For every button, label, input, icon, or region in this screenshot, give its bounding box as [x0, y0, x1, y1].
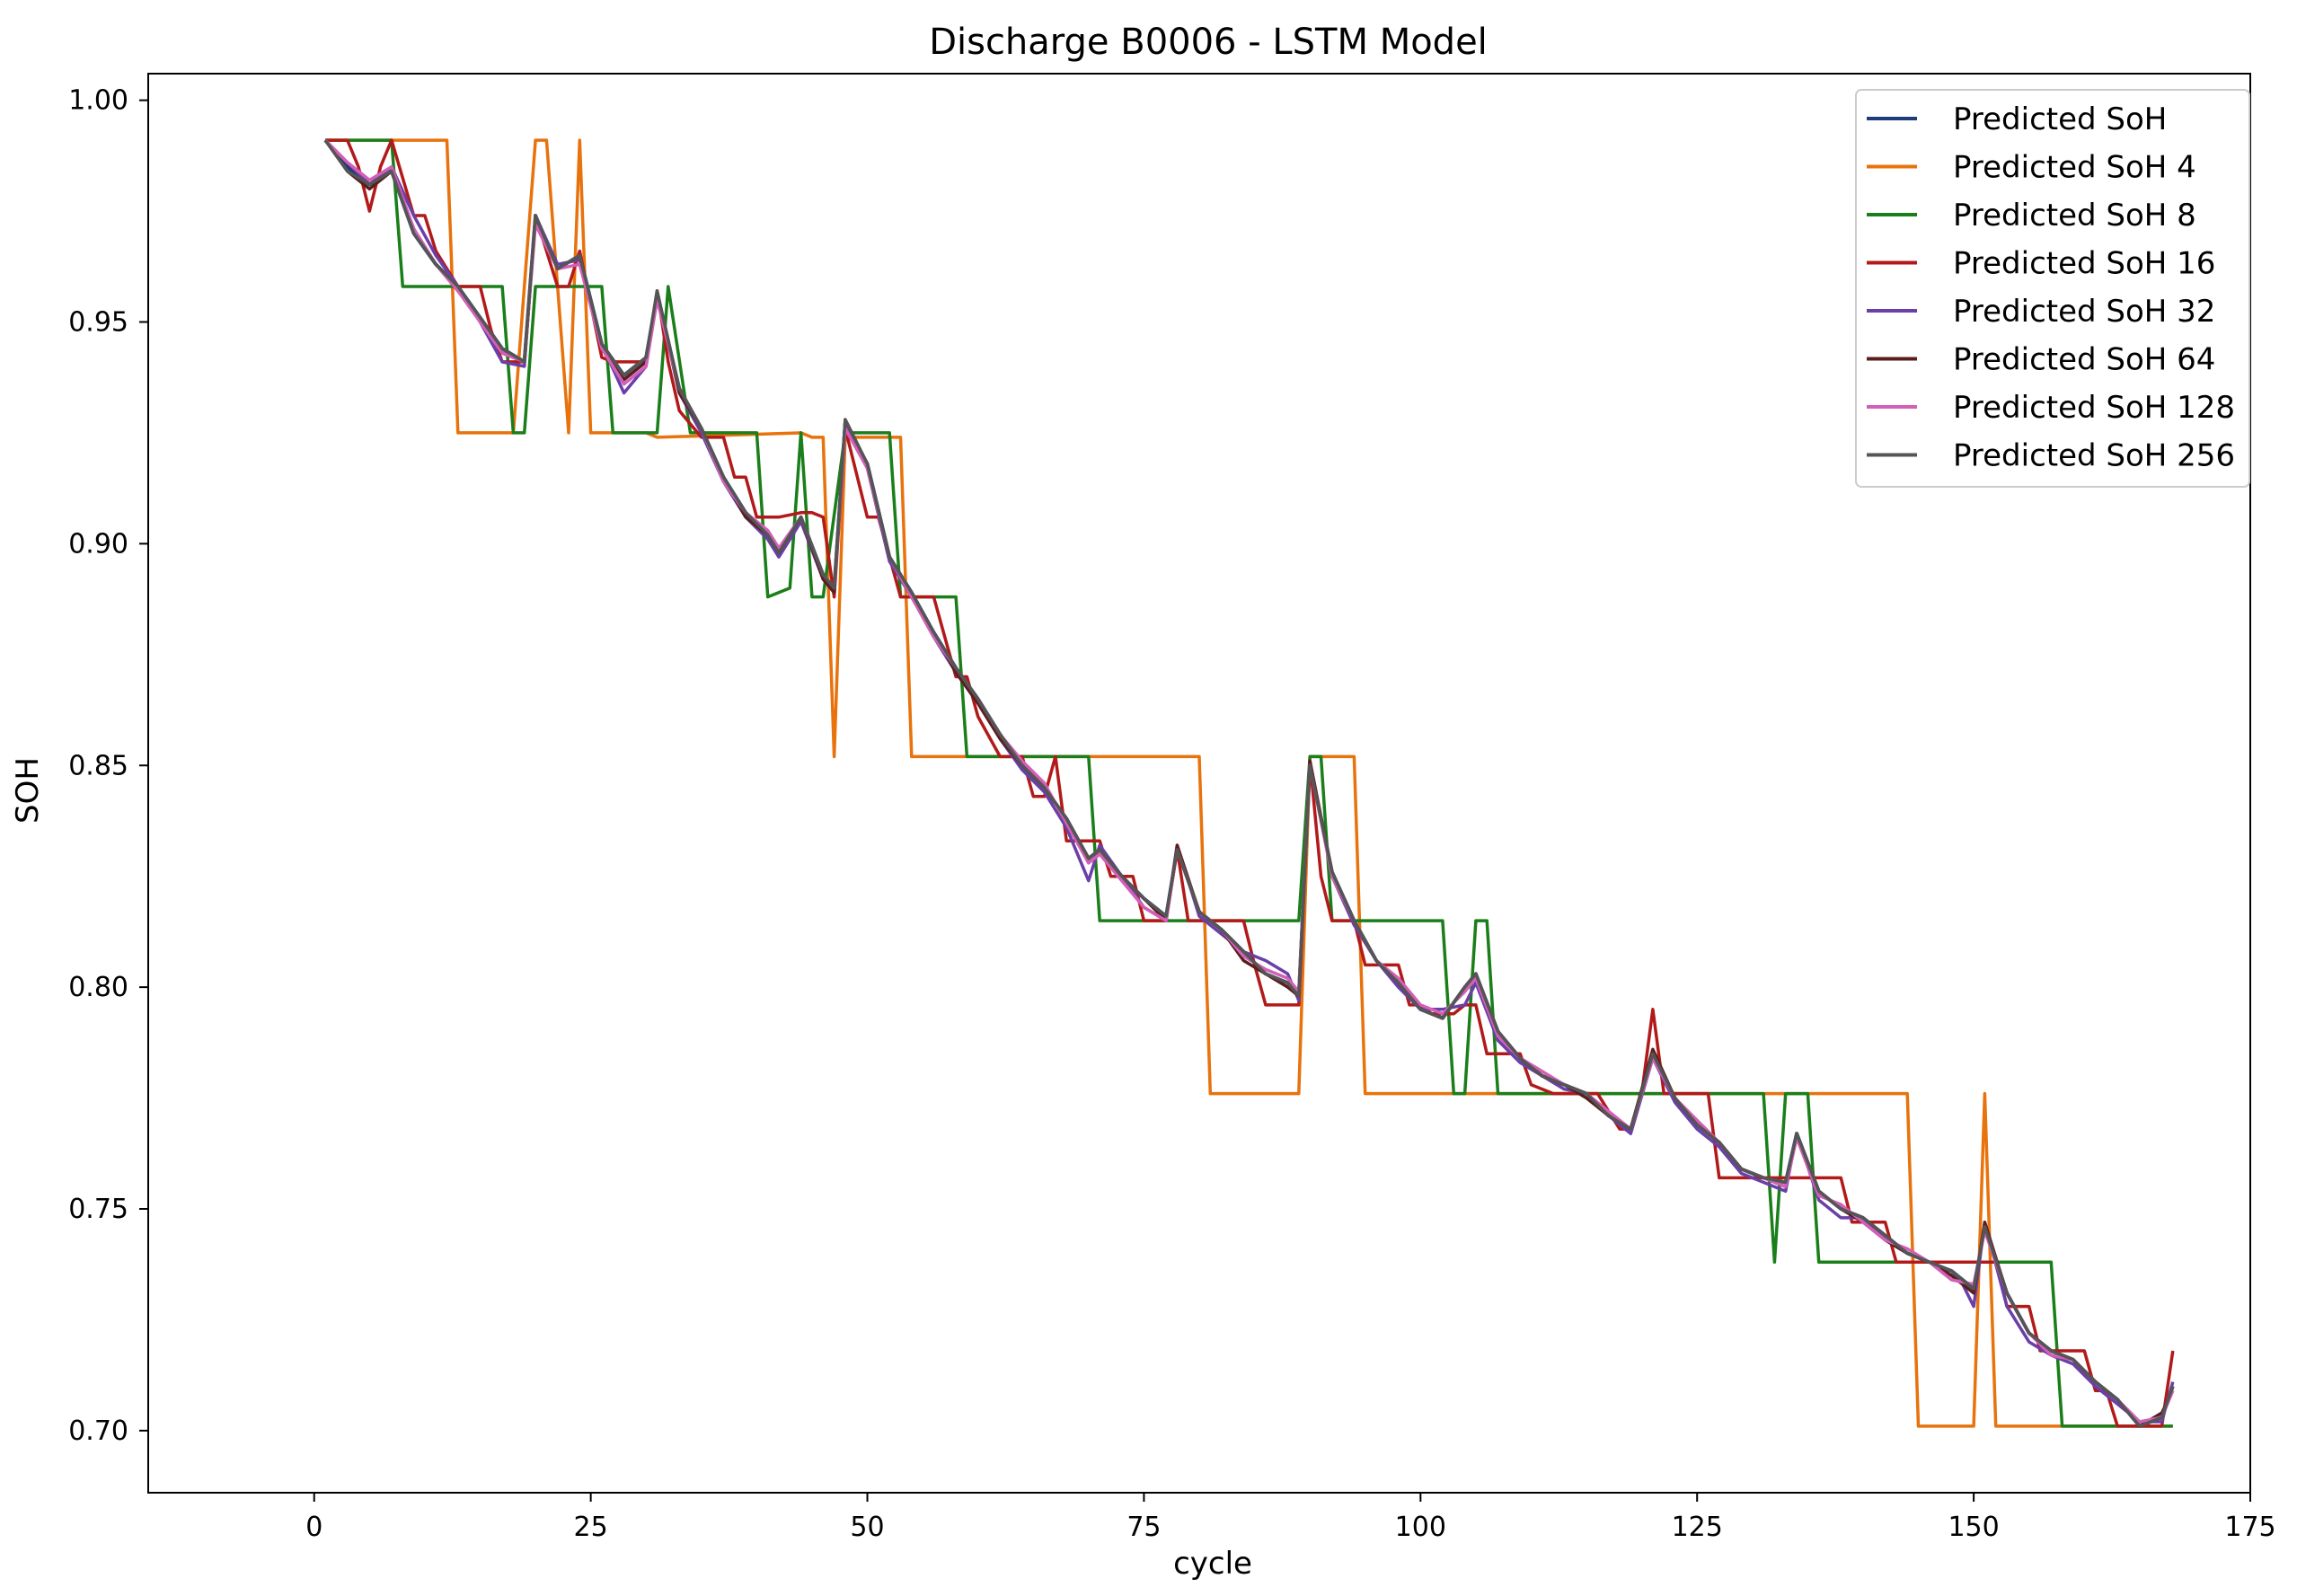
x-tick-label: 125 [1672, 1512, 1723, 1543]
x-tick-label: 150 [1948, 1512, 1999, 1543]
x-tick-label: 0 [305, 1512, 322, 1543]
x-axis: 0 25 50 75 100 125 150 175 [305, 1493, 2276, 1543]
y-tick-label: 0.75 [68, 1194, 128, 1225]
legend-box [1855, 89, 2250, 488]
series-line-7 [323, 139, 2175, 1428]
chart-title: Discharge B0006 - LSTM Model [929, 22, 1488, 63]
legend-label: Predicted SoH 8 [1953, 198, 2196, 234]
y-tick-label: 1.00 [68, 85, 128, 117]
legend-label: Predicted SoH [1953, 101, 2167, 137]
series-line-1 [325, 138, 2173, 1428]
y-axis: 0.70 0.75 0.80 0.85 0.90 0.95 1.00 [68, 85, 148, 1447]
x-tick-label: 175 [2224, 1512, 2275, 1543]
x-tick-label: 50 [850, 1512, 884, 1543]
y-tick-label: 0.70 [68, 1415, 128, 1447]
x-tick-label: 75 [1126, 1512, 1161, 1543]
x-tick-label: 100 [1395, 1512, 1446, 1543]
legend-label: Predicted SoH 128 [1953, 390, 2235, 426]
y-tick-label: 0.95 [68, 307, 128, 339]
legend-label: Predicted SoH 32 [1953, 294, 2215, 330]
y-axis-title: SOH [10, 757, 46, 824]
series-layer [323, 138, 2175, 1428]
x-tick-label: 25 [574, 1512, 608, 1543]
legend-label: Predicted SoH 16 [1953, 246, 2215, 282]
legend: Predicted SoH Predicted SoH 4 Predicted So… [1855, 89, 2250, 488]
series-line-6 [323, 138, 2175, 1424]
legend-label: Predicted SoH 256 [1953, 438, 2235, 474]
x-axis-title: cycle [1173, 1546, 1252, 1582]
plot-frame [147, 73, 2251, 1494]
y-tick-label: 0.80 [68, 972, 128, 1003]
legend-label: Predicted SoH 64 [1953, 342, 2215, 378]
y-tick-label: 0.90 [68, 528, 128, 560]
legend-label: Predicted SoH 4 [1953, 150, 2196, 186]
y-tick-label: 0.85 [68, 750, 128, 781]
